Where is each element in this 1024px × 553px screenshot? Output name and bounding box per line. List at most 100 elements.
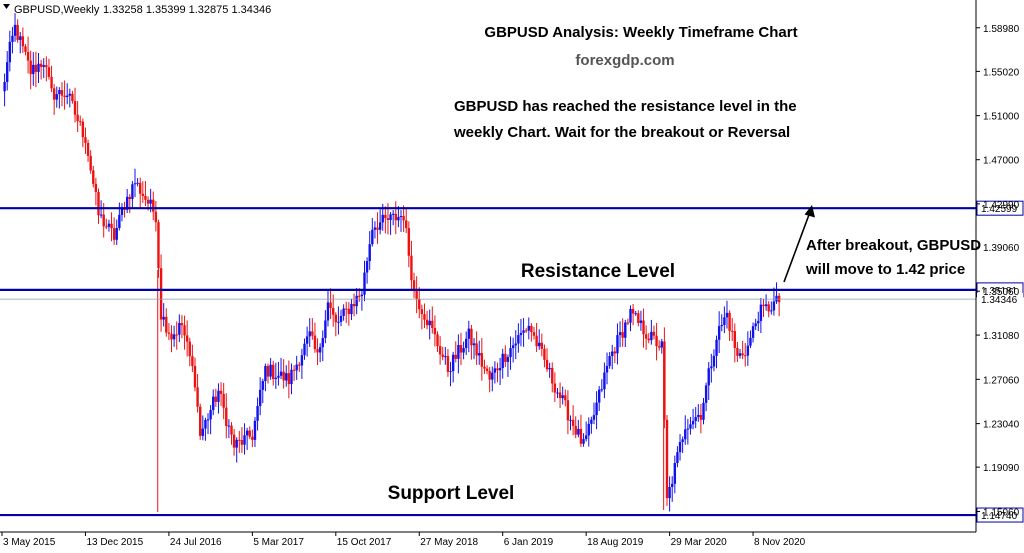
y-tick-label: 1.35060 [983, 287, 1020, 298]
candle-body [402, 216, 405, 221]
candle-body [245, 430, 249, 436]
candle-body [183, 325, 186, 336]
candle-body [279, 371, 283, 376]
candle-body [144, 195, 147, 200]
price-axis: 1.58980 1.55020 1.51000 1.47000 1.42990 1.390… [976, 24, 1020, 519]
candle-body [329, 302, 332, 308]
candle-body [423, 314, 426, 320]
candle-body [39, 63, 43, 67]
candle-body [506, 357, 510, 362]
candle-body [723, 317, 726, 325]
candle-body [253, 420, 257, 440]
candle-body [767, 304, 770, 312]
candle-body [574, 425, 577, 435]
candle-body [193, 365, 197, 388]
candle-body [405, 220, 408, 229]
candle-body [603, 372, 606, 390]
candle-body [551, 367, 554, 384]
candle-body [139, 182, 142, 194]
candle-body [206, 419, 210, 421]
candle-body [691, 420, 695, 425]
candle-body [376, 227, 379, 230]
candle-body [154, 211, 158, 223]
candle-body [115, 227, 118, 240]
x-tick-label: 5 Mar 2017 [253, 537, 304, 548]
breakout-label-bg [800, 234, 968, 280]
candle-body [248, 430, 251, 437]
candle-body [624, 322, 627, 338]
candle-body [350, 304, 353, 315]
candle-body [86, 142, 90, 156]
candle-body [105, 226, 108, 228]
candle-body [564, 395, 567, 401]
breakout-line-2: will move to 1.42 price [805, 261, 965, 278]
candle-body [459, 345, 463, 353]
candle-body [146, 199, 150, 204]
candle-body [204, 419, 207, 429]
candle-body [660, 341, 663, 348]
candle-body [712, 355, 716, 367]
candle-body [509, 348, 512, 358]
candle-body [365, 261, 369, 273]
candle-body [99, 214, 103, 216]
candle-body [736, 347, 739, 356]
candle-body [446, 356, 450, 372]
symbol-label: GBPUSD,Weekly [14, 4, 100, 16]
candle-body [597, 389, 601, 403]
candle-body [50, 76, 53, 89]
candle-body [261, 381, 264, 390]
y-tick-label: 1.55020 [983, 67, 1020, 78]
candle-body [94, 183, 98, 193]
candle-body [775, 295, 778, 302]
candle-body [6, 62, 9, 82]
candle-body [540, 342, 544, 349]
candle-body [128, 196, 131, 200]
candle-body [212, 396, 215, 411]
level-price-label: 1.14740 [981, 511, 1018, 522]
candle-body [730, 330, 734, 332]
candle-body [566, 400, 570, 421]
candle-body [26, 51, 30, 61]
price-levels-group: 1.42599 1.35181 1.14740 1.34346 [0, 200, 1024, 523]
candle-body [478, 353, 481, 356]
candle-body [321, 338, 324, 348]
candle-body [290, 369, 293, 385]
y-tick-label: 1.51000 [983, 112, 1020, 123]
candle-body [345, 308, 348, 310]
candle-body [501, 353, 504, 368]
candle-body [308, 331, 311, 337]
candle-body [759, 304, 763, 321]
candle-body [420, 309, 424, 315]
y-tick-label: 1.27060 [983, 375, 1020, 386]
triangle-down-icon[interactable] [3, 4, 10, 9]
candle-body [13, 24, 17, 36]
candle-body [704, 385, 708, 403]
candle-body [530, 325, 533, 333]
candle-body [433, 327, 437, 335]
y-tick-label: 1.58980 [983, 24, 1020, 35]
candle-body [407, 228, 411, 256]
candle-body [295, 364, 298, 371]
support-label: Support Level [388, 483, 515, 504]
level-price-label: 1.35181 [981, 286, 1018, 297]
candle-body [209, 410, 212, 420]
candle-body [298, 364, 301, 366]
candle-body [621, 332, 624, 338]
candle-body [639, 320, 643, 323]
candle-body [496, 368, 499, 371]
candle-body [410, 255, 413, 281]
candle-body [681, 439, 684, 442]
candle-body [47, 67, 51, 77]
candle-body [149, 199, 152, 204]
candle-body [373, 227, 377, 230]
candle-body [746, 345, 750, 356]
candle-body [110, 223, 113, 229]
candle-body [136, 182, 139, 184]
candle-body [519, 332, 523, 336]
candle-body [157, 222, 160, 269]
x-tick-label: 8 Nov 2020 [754, 537, 806, 548]
candle-body [386, 218, 390, 221]
candle-body [517, 335, 520, 344]
candle-body [287, 373, 291, 385]
